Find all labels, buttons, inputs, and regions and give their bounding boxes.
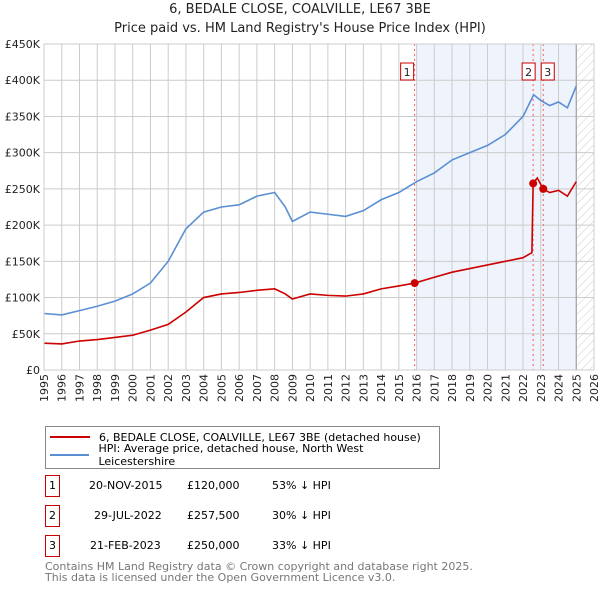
y-tick-label: £200K — [5, 219, 41, 232]
sale-price: £120,000 — [187, 479, 240, 492]
sale-marker-label: 1 — [404, 66, 411, 79]
sale-marker-box — [540, 62, 555, 81]
x-tick-label: 1997 — [73, 374, 86, 402]
legend-label-hpi: HPI: Average price, detached house, Nort… — [98, 442, 364, 468]
x-tick-label: 2003 — [180, 374, 193, 402]
footer-copyright: Contains HM Land Registry data © Crown c… — [45, 560, 473, 573]
x-tick-label: 1995 — [38, 374, 51, 402]
legend-swatch-sale — [50, 436, 90, 438]
sale-marker-badge: 3 — [45, 535, 60, 557]
sale-marker-badge: 2 — [45, 505, 60, 527]
x-tick-label: 2005 — [215, 374, 228, 402]
shaded-period — [416, 44, 577, 370]
x-tick-label: 2018 — [446, 374, 459, 402]
x-tick-label: 2019 — [464, 374, 477, 402]
x-tick-label: 2016 — [411, 374, 424, 402]
sale-point — [529, 179, 538, 188]
x-tick-label: 2008 — [269, 374, 282, 402]
y-tick-label: £450K — [5, 38, 41, 51]
sale-price: £257,500 — [187, 509, 240, 522]
sale-date: 21-FEB-2023 — [90, 539, 161, 552]
x-tick-label: 2022 — [517, 374, 530, 402]
y-tick-label: £0 — [26, 364, 40, 377]
x-tick-label: 2020 — [482, 374, 495, 402]
x-tick-label: 2011 — [322, 374, 335, 402]
x-tick-label: 2025 — [570, 374, 583, 402]
sale-marker-box — [521, 62, 536, 81]
x-tick-label: 2007 — [251, 374, 264, 402]
x-tick-label: 2021 — [499, 374, 512, 402]
sale-marker-badge: 1 — [45, 475, 60, 497]
x-tick-label: 2013 — [357, 374, 370, 402]
legend: 6, BEDALE CLOSE, COALVILLE, LE67 3BE (de… — [45, 426, 440, 469]
sale-point — [539, 184, 548, 193]
legend-swatch-hpi — [50, 454, 90, 456]
y-tick-label: £400K — [5, 74, 41, 87]
x-tick-label: 1998 — [91, 374, 104, 402]
x-tick-label: 2010 — [304, 374, 317, 402]
footer: Contains HM Land Registry data © Crown c… — [45, 561, 473, 583]
sale-date: 20-NOV-2015 — [89, 479, 163, 492]
y-tick-label: £250K — [5, 183, 41, 196]
x-tick-label: 2015 — [393, 374, 406, 402]
sale-date: 29-JUL-2022 — [94, 509, 162, 522]
sale-hpi-diff: 30% ↓ HPI — [272, 509, 331, 522]
series-line — [43, 85, 577, 316]
plot-area: 1995 1996 1997 1998 1999 2000 2001 2002 2003 2004… — [5, 38, 600, 402]
sale-hpi-diff: 33% ↓ HPI — [272, 539, 331, 552]
x-tick-label: 2006 — [233, 374, 246, 402]
x-tick-label: 2023 — [535, 374, 548, 402]
x-tick-label: 1996 — [56, 374, 69, 402]
sale-marker-label: 3 — [544, 66, 551, 79]
y-tick-label: £300K — [5, 147, 41, 160]
x-tick-label: 2001 — [144, 374, 157, 402]
legend-label-sale: 6, BEDALE CLOSE, COALVILLE, LE67 3BE (de… — [99, 430, 421, 444]
sale-marker-box — [400, 62, 415, 81]
chart-title: 6, BEDALE CLOSE, COALVILLE, LE67 3BE — [169, 2, 431, 17]
x-tick-label: 2009 — [286, 374, 299, 402]
x-tick-label: 2004 — [198, 374, 211, 402]
chart-subtitle: Price paid vs. HM Land Registry's House … — [114, 21, 486, 36]
sale-hpi-diff: 53% ↓ HPI — [272, 479, 331, 492]
y-tick-label: £150K — [5, 255, 41, 268]
sale-price: £250,000 — [187, 539, 240, 552]
x-tick-label: 2014 — [375, 374, 388, 402]
plot-border — [43, 43, 595, 371]
footer-licence: This data is licensed under the Open Gov… — [45, 571, 396, 584]
sale-marker-label: 2 — [525, 66, 532, 79]
x-tick-label: 2024 — [553, 374, 566, 402]
x-tick-label: 2026 — [588, 374, 600, 402]
x-tick-label: 1999 — [109, 374, 122, 402]
x-tick-label: 2002 — [162, 374, 175, 402]
x-tick-label: 2017 — [428, 374, 441, 402]
y-tick-label: £50K — [12, 328, 41, 341]
x-tick-label: 2012 — [340, 374, 353, 402]
sale-point — [410, 279, 419, 288]
x-tick-label: 2000 — [127, 374, 140, 402]
forecast-hatch — [576, 44, 594, 370]
y-tick-label: £100K — [5, 292, 41, 305]
y-tick-label: £350K — [5, 110, 41, 123]
